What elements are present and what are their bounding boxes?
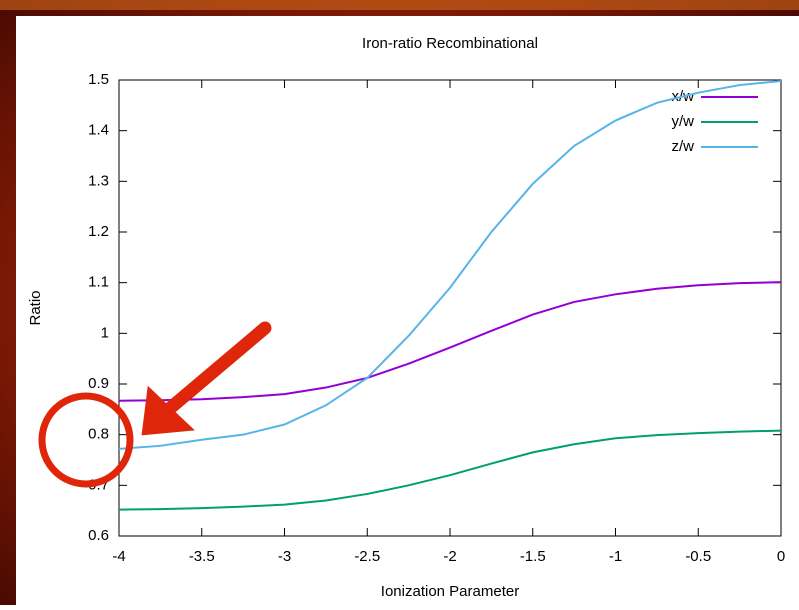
y-tick-label: 1.5 — [88, 71, 109, 88]
y-tick-label: 0.9 — [88, 375, 109, 392]
x-tick-label: -1 — [609, 548, 622, 565]
background-glow — [0, 0, 799, 10]
y-tick-label: 1.3 — [88, 172, 109, 189]
legend-label: y/w — [672, 113, 695, 130]
x-tick-label: -3.5 — [189, 548, 215, 565]
y-axis-label: Ratio — [27, 290, 44, 325]
y-tick-label: 1.4 — [88, 122, 109, 139]
chart-title: Iron-ratio Recombinational — [362, 35, 538, 52]
y-tick-label: 0.8 — [88, 426, 109, 443]
y-tick-label: 0.6 — [88, 527, 109, 544]
x-tick-label: -0.5 — [685, 548, 711, 565]
y-tick-label: 1 — [101, 324, 109, 341]
x-tick-label: -4 — [112, 548, 125, 565]
annotation-arrow-shaft — [161, 321, 272, 417]
annotation — [38, 321, 272, 488]
annotation-arrow-head — [141, 385, 195, 436]
legend-label: z/w — [672, 138, 695, 155]
series-line — [118, 281, 782, 402]
x-tick-label: -2 — [443, 548, 456, 565]
y-tick-label: 1.1 — [88, 274, 109, 291]
x-tick-label: 0 — [777, 548, 785, 565]
x-tick-label: -1.5 — [520, 548, 546, 565]
x-axis-label: Ionization Parameter — [381, 583, 519, 600]
series-line — [118, 429, 782, 511]
y-tick-label: 1.2 — [88, 223, 109, 240]
chart-panel — [16, 16, 799, 605]
x-tick-label: -2.5 — [354, 548, 380, 565]
x-tick-label: -3 — [278, 548, 291, 565]
annotation-circle — [38, 392, 134, 488]
series-line — [118, 80, 782, 450]
